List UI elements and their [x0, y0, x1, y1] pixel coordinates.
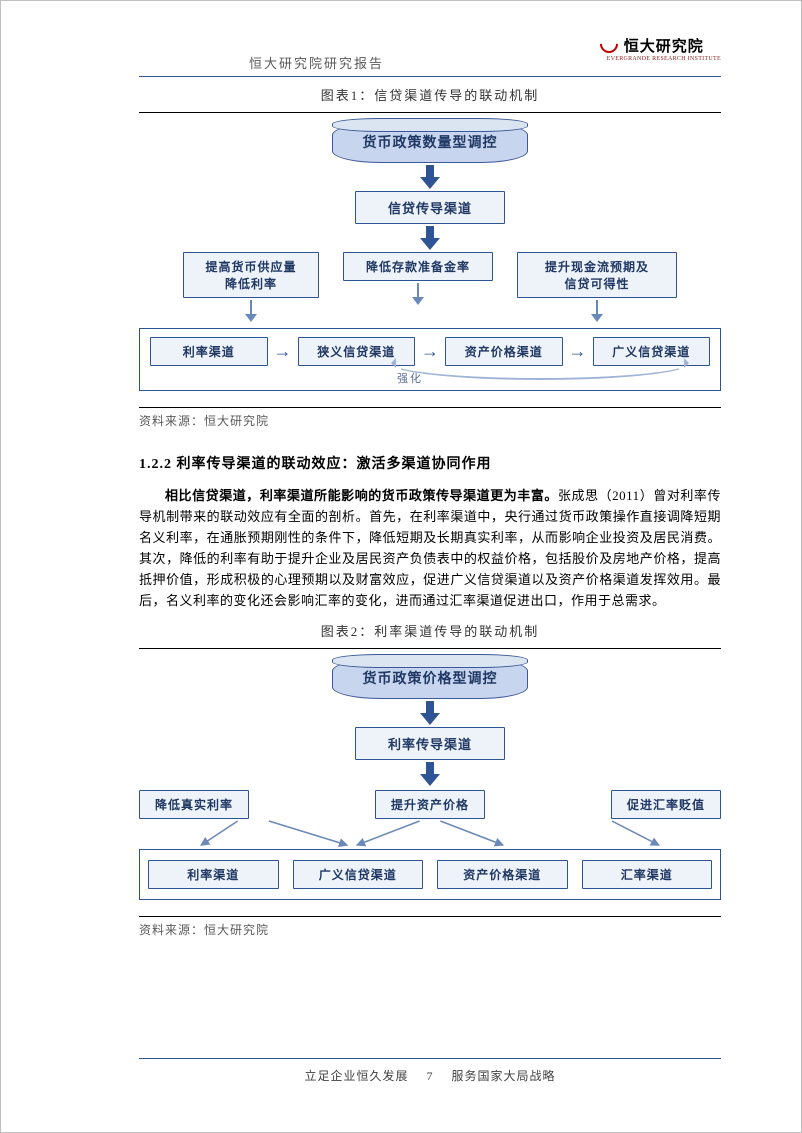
arrow-down-icon: [420, 762, 440, 786]
arrow-down-icon: [408, 283, 428, 307]
fig1-source: 资料来源：恒大研究院: [139, 412, 721, 429]
fig2-node-l2: 利率传导渠道: [355, 727, 505, 760]
logo-cn: 恒大研究院: [624, 35, 704, 56]
fig1-r3b: 降低存款准备金率: [343, 252, 493, 281]
fig2-r3a: 降低真实利率: [139, 790, 249, 819]
logo-en: EVERGRANDE RESEARCH INSTITUTE: [607, 56, 721, 62]
section-rest: 张成思（2011）曾对利率传导机制带来的联动效应有全面的剖析。首先，在利率渠道中…: [139, 488, 721, 608]
arrow-down-icon: [587, 300, 607, 324]
section-body: 相比信贷渠道，利率渠道所能影响的货币政策传导渠道更为丰富。张成思（2011）曾对…: [139, 485, 721, 611]
fig2-chart: 货币政策价格型调控 利率传导渠道 降低真实利率 提升资产价格 促进汇率贬值: [139, 651, 721, 912]
fig2-bottom-box: 利率渠道 广义信贷渠道 资产价格渠道 汇率渠道: [139, 849, 721, 900]
arrow-down-icon: [241, 300, 261, 324]
footer: 立足企业恒久发展 7 服务国家大局战略: [139, 1058, 721, 1084]
header-title: 恒大研究院研究报告: [249, 53, 384, 72]
arrow-right-icon: →: [274, 337, 292, 366]
fig2-b1: 利率渠道: [148, 860, 279, 889]
fig1-b1: 利率渠道: [150, 337, 268, 366]
footer-page: 7: [427, 1069, 434, 1083]
footer-left: 立足企业恒久发展: [304, 1069, 408, 1083]
fig2-top-rule: [139, 648, 721, 649]
section-heading: 1.2.2 利率传导渠道的联动效应：激活多渠道协同作用: [139, 453, 721, 473]
fig1-bottom-box: 利率渠道 → 狭义信贷渠道 → 资产价格渠道 → 广义信贷渠道 强化: [139, 328, 721, 391]
logo: 恒大研究院 EVERGRANDE RESEARCH INSTITUTE: [607, 35, 721, 62]
footer-right: 服务国家大局战略: [452, 1069, 556, 1083]
fig2-caption: 图表2：利率渠道传导的联动机制: [139, 619, 721, 644]
fig1-reinforce: 强化: [140, 370, 680, 386]
fig2-b2: 广义信贷渠道: [293, 860, 424, 889]
fig1-caption: 图表1：信贷渠道传导的联动机制: [139, 83, 721, 108]
fig2-fan-arrows: [139, 821, 721, 847]
section-lead: 相比信贷渠道，利率渠道所能影响的货币政策传导渠道更为丰富。: [165, 488, 558, 503]
fig2-r3b: 提升资产价格: [375, 790, 485, 819]
fig2-b4: 汇率渠道: [582, 860, 713, 889]
fig1-node-top: 货币政策数量型调控: [332, 123, 528, 163]
fig2-b3: 资产价格渠道: [437, 860, 568, 889]
fig1-top-rule: [139, 112, 721, 113]
fig1-row3: 提高货币供应量 降低利率 降低存款准备金率 提升现金流预期及 信贷可得性: [139, 252, 721, 326]
fig1-chart: 货币政策数量型调控 信贷传导渠道 提高货币供应量 降低利率 降低存款准备金率 提…: [139, 115, 721, 403]
fig1-r3c: 提升现金流预期及 信贷可得性: [517, 252, 677, 298]
fig2-source: 资料来源：恒大研究院: [139, 921, 721, 938]
arrow-down-icon: [420, 226, 440, 250]
fig2-r3c: 促进汇率贬值: [611, 790, 721, 819]
arrow-down-icon: [420, 701, 440, 725]
fig2-bottom-rule: [139, 916, 721, 917]
fig2-node-top: 货币政策价格型调控: [332, 659, 528, 699]
fig1-node-l2: 信贷传导渠道: [355, 191, 505, 224]
arrow-down-icon: [420, 165, 440, 189]
fig1-r3a: 提高货币供应量 降低利率: [183, 252, 319, 298]
fig1-bottom-rule: [139, 407, 721, 408]
fig2-row3: 降低真实利率 提升资产价格 促进汇率贬值: [139, 790, 721, 819]
